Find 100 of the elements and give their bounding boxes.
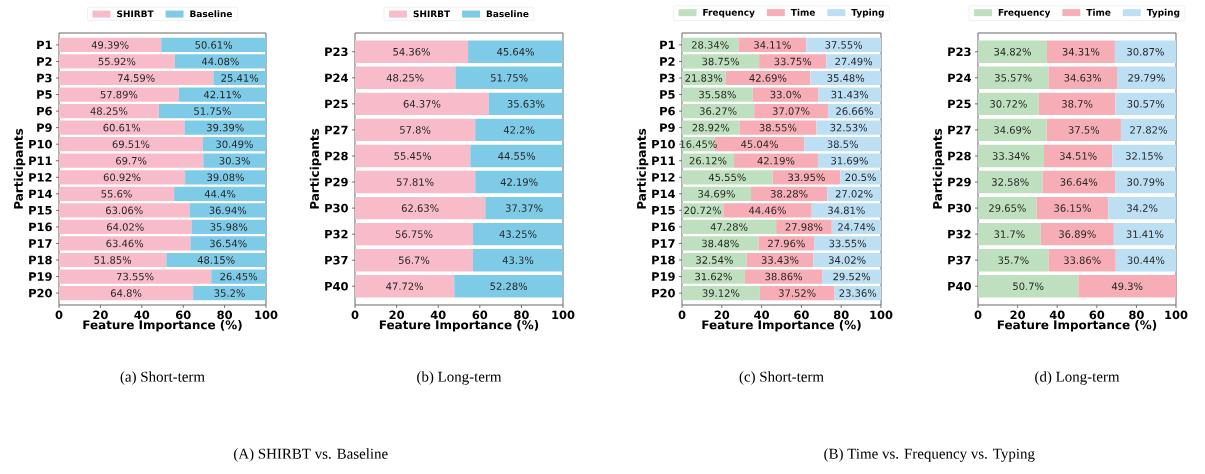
y-tick-label: P23 xyxy=(325,47,348,57)
bar xyxy=(1038,92,1116,116)
data-label: 36.27% xyxy=(699,107,737,115)
bar xyxy=(193,285,266,301)
bar xyxy=(682,236,759,251)
bar xyxy=(978,40,1047,63)
bar xyxy=(744,269,823,284)
bar xyxy=(1120,118,1177,142)
data-label: 20.72% xyxy=(684,206,722,215)
y-tick-label: P24 xyxy=(948,73,971,83)
y-tick-label: P10 xyxy=(29,139,52,149)
bar xyxy=(355,66,456,89)
y-tick-label: P1 xyxy=(660,40,675,50)
bar xyxy=(682,285,760,301)
data-label: 69.7% xyxy=(116,156,147,165)
data-label: 29.65% xyxy=(989,204,1026,212)
bar xyxy=(978,144,1045,168)
y-tick-label: P16 xyxy=(652,222,675,232)
y-tick-label: P11 xyxy=(652,156,675,165)
bar xyxy=(1040,222,1114,246)
bar xyxy=(978,222,1041,246)
bar xyxy=(1048,249,1116,272)
y-tick-label: P9 xyxy=(37,123,52,132)
data-label: 39.39% xyxy=(207,123,244,132)
y-tick-label: P30 xyxy=(325,203,348,213)
data-label: 43.3% xyxy=(502,256,534,264)
y-tick-label: P19 xyxy=(29,272,52,281)
data-label: 30.87% xyxy=(1127,47,1164,56)
x-tick-label: 60 xyxy=(472,310,488,320)
y-tick-label: P28 xyxy=(325,151,348,161)
bar xyxy=(1044,144,1113,168)
data-label: 21.83% xyxy=(685,74,723,82)
bar xyxy=(161,37,266,53)
data-label: 32.54% xyxy=(696,256,733,264)
data-label: 57.81% xyxy=(396,178,434,186)
data-label: 63.46% xyxy=(106,239,144,248)
bar xyxy=(185,170,266,185)
bar xyxy=(468,40,564,63)
bar xyxy=(682,153,734,168)
data-label: 26.12% xyxy=(689,156,727,165)
bar xyxy=(682,269,745,284)
bar xyxy=(813,252,881,268)
bar xyxy=(355,275,455,298)
y-tick-label: P40 xyxy=(948,281,971,291)
data-label: 36.15% xyxy=(1054,204,1091,212)
y-tick-label: P18 xyxy=(29,255,52,265)
bar xyxy=(810,70,882,86)
bar xyxy=(59,37,162,53)
bar xyxy=(59,153,204,168)
bar xyxy=(752,87,819,102)
data-label: 35.7% xyxy=(998,256,1029,264)
data-label: 30.44% xyxy=(1127,256,1165,264)
data-label: 44.55% xyxy=(498,152,536,160)
data-label: 35.98% xyxy=(210,223,248,231)
bar xyxy=(1108,196,1177,220)
legend-label: Typing xyxy=(851,8,884,18)
y-tick-label: P20 xyxy=(652,288,675,298)
bar xyxy=(158,103,266,119)
y-tick-label: P2 xyxy=(660,57,675,66)
x-tick-label: 20 xyxy=(93,310,108,320)
data-label: 34.63% xyxy=(1064,74,1102,82)
data-label: 32.58% xyxy=(992,178,1029,186)
bar xyxy=(806,37,882,53)
bar xyxy=(738,37,807,53)
y-tick-label: P28 xyxy=(948,151,971,161)
data-label: 33.86% xyxy=(1063,256,1101,264)
bar xyxy=(475,118,564,142)
bar xyxy=(739,120,817,135)
bar xyxy=(211,269,266,284)
data-label: 38.75% xyxy=(702,57,740,66)
bar xyxy=(816,120,882,135)
bar xyxy=(475,170,564,194)
bar xyxy=(166,252,266,268)
data-label: 24.74% xyxy=(838,223,875,231)
bar xyxy=(1115,170,1177,194)
bar xyxy=(59,219,192,235)
data-label: 74.59% xyxy=(118,74,155,82)
bar xyxy=(682,87,753,102)
y-tick-label: P17 xyxy=(652,239,675,248)
bar xyxy=(355,222,474,246)
data-label: 30.49% xyxy=(216,140,253,148)
data-label: 28.34% xyxy=(691,41,729,49)
data-label: 33.55% xyxy=(829,239,867,248)
bar xyxy=(772,170,841,185)
data-label: 60.92% xyxy=(103,173,141,182)
bar xyxy=(454,275,564,298)
data-label: 56.7% xyxy=(398,256,430,264)
y-tick-label: P5 xyxy=(37,90,52,99)
text: (d) Long-term xyxy=(1035,371,1120,385)
bar xyxy=(751,186,828,201)
data-label: 54.36% xyxy=(393,47,430,56)
bar xyxy=(473,222,564,246)
data-label: 32.53% xyxy=(830,123,868,132)
y-tick-label: P14 xyxy=(29,189,52,198)
bar xyxy=(455,66,564,89)
y-tick-label: P1 xyxy=(37,40,52,50)
bar xyxy=(826,54,881,69)
bar xyxy=(1078,275,1177,298)
data-label: 34.31% xyxy=(1062,47,1100,56)
legend-label: SHIRBT xyxy=(117,10,154,18)
